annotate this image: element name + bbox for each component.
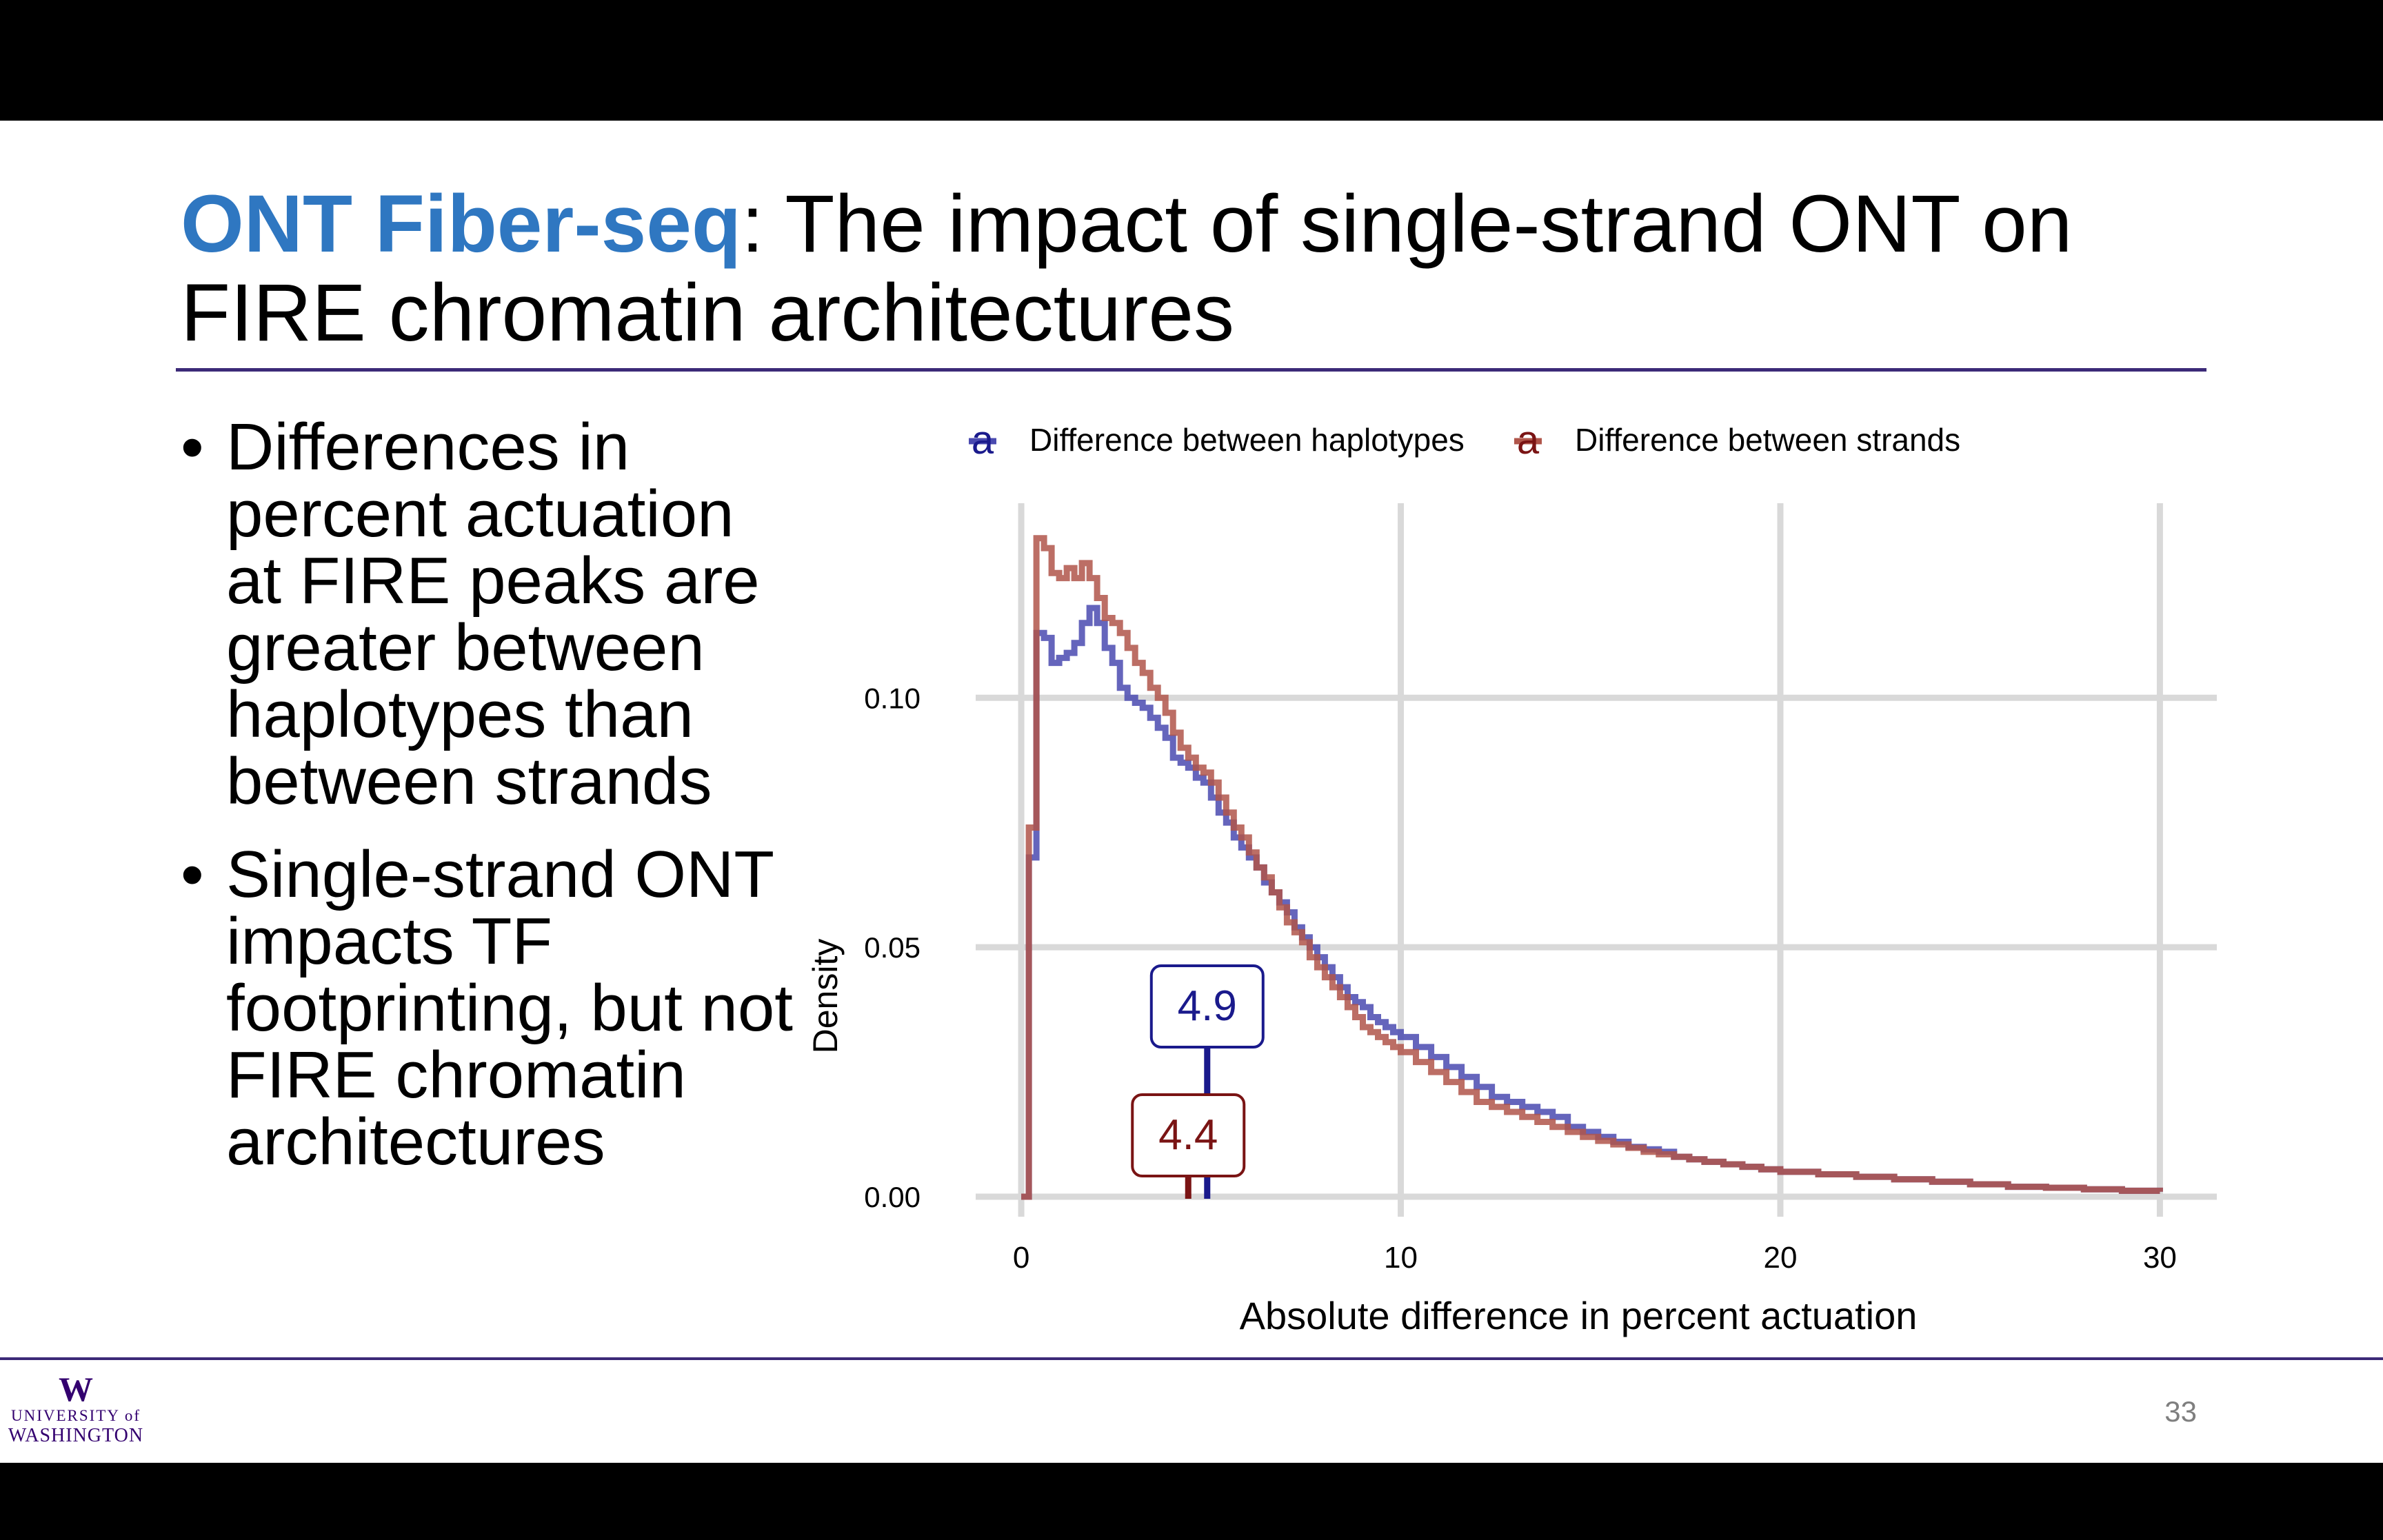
title-rest: : The impact of single-strand ONT on FIR…	[181, 179, 2073, 358]
title-accent: ONT Fiber-seq	[181, 179, 741, 270]
logo-w-mark: W	[59, 1370, 93, 1408]
series-layer	[1021, 535, 2163, 1200]
median-label: 4.9	[1178, 982, 1237, 1030]
x-axis-label: Absolute difference in percent actuation	[1240, 1294, 1918, 1337]
title-rule	[176, 368, 2206, 372]
bullet-item: Differences in percent actuation at FIRE…	[181, 414, 801, 815]
axis-ticks: 0 10 20 30 0.00 0.05 0.10	[864, 682, 2177, 1275]
y-tick-label: 0.00	[864, 1181, 921, 1213]
bullet-item: Single-strand ONT impacts TF footprintin…	[181, 841, 801, 1175]
median-label: 4.4	[1158, 1111, 1218, 1159]
y-tick-label: 0.05	[864, 931, 921, 964]
university-logo: W UNIVERSITY of WASHINGTON	[7, 1372, 145, 1446]
x-tick-label: 30	[2143, 1241, 2177, 1275]
x-tick-label: 20	[1763, 1241, 1797, 1275]
page-number: 33	[2164, 1395, 2197, 1428]
legend: a Difference between haplotypes a Differenc…	[969, 418, 1960, 463]
slide-title: ONT Fiber-seq: The impact of single-stra…	[181, 180, 2249, 358]
bullet-list: Differences in percent actuation at FIRE…	[181, 414, 801, 1202]
y-axis-label: Density	[806, 939, 845, 1054]
x-tick-label: 10	[1384, 1241, 1418, 1275]
logo-line-washington: WASHINGTON	[8, 1425, 144, 1446]
y-tick-label: 0.10	[864, 682, 921, 714]
logo-line-university: UNIVERSITY of	[10, 1407, 141, 1424]
legend-label: Difference between strands	[1575, 422, 1960, 458]
x-tick-label: 0	[1013, 1241, 1029, 1275]
median-markers: 4.9 4.4	[1131, 964, 1265, 1199]
legend-key-glyph: a	[1517, 418, 1540, 463]
density-chart: 4.9 4.4 0 10 20 30 0.00 0.05 0.10 Density Absol…	[806, 418, 2217, 1337]
grid-lines	[976, 503, 2217, 1217]
slide: ONT Fiber-seq: The impact of single-stra…	[0, 121, 2383, 1463]
median-label-box	[1149, 964, 1265, 1048]
legend-key-glyph: a	[972, 418, 994, 463]
legend-label: Difference between haplotypes	[1029, 422, 1465, 458]
median-label-box	[1131, 1093, 1246, 1177]
footer-rule	[0, 1357, 2383, 1360]
series-line-strands	[1021, 535, 2163, 1200]
